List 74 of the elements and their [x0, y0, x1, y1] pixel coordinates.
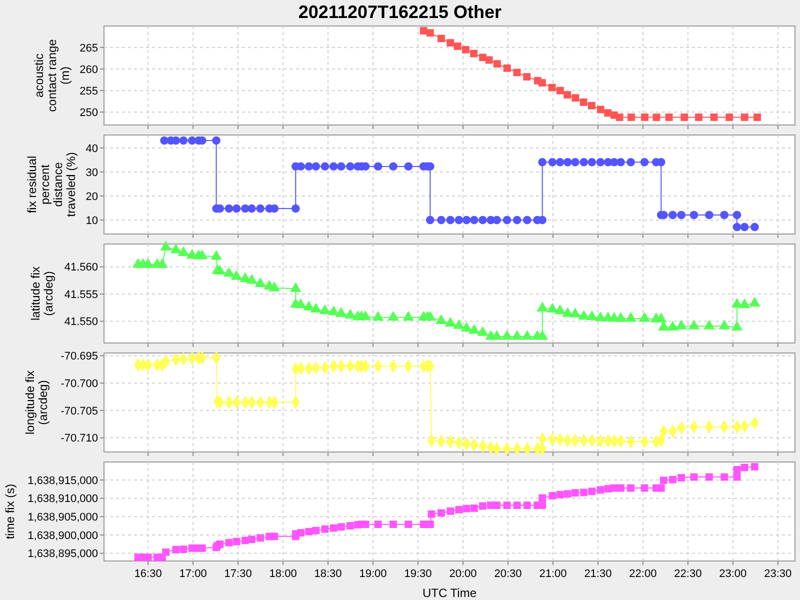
point — [710, 114, 718, 121]
point — [420, 27, 428, 34]
x-tick-label: 16:30 — [134, 568, 162, 580]
point — [503, 64, 511, 72]
point — [438, 34, 445, 42]
point — [740, 114, 748, 121]
x-tick-label: 20:00 — [449, 568, 477, 580]
y-tick-label: -70.710 — [60, 432, 98, 445]
point — [485, 56, 493, 64]
x-tick-label: 23:30 — [764, 568, 792, 580]
y-axis-title: longitude fix (arcdeg) — [22, 370, 50, 435]
point — [446, 39, 454, 46]
point — [454, 42, 462, 50]
x-tick-label: 21:30 — [584, 568, 612, 580]
point — [641, 114, 648, 121]
y-tick-label: 10 — [86, 214, 98, 227]
y-tick-label: 1,638,895,000 — [28, 548, 98, 560]
point — [470, 50, 478, 58]
x-tick-label: 19:30 — [404, 568, 432, 580]
point — [652, 114, 660, 121]
point — [616, 114, 624, 121]
y-tick-label: -70.705 — [60, 405, 98, 418]
y-tick-label: 40 — [86, 142, 98, 155]
point — [564, 91, 572, 99]
chart-title: 20211207T162215 Other — [298, 2, 502, 22]
x-tick-label: 22:30 — [674, 568, 702, 580]
y-tick-label: 1,638,910,000 — [28, 493, 98, 506]
y-tick-label: 250 — [80, 106, 98, 119]
point — [680, 114, 688, 121]
y-tick-label: 41.560 — [64, 262, 98, 274]
y-tick-label: -70.695 — [60, 350, 98, 363]
point — [754, 114, 761, 121]
point — [665, 114, 673, 121]
y-axis-title: time fix (s) — [3, 484, 17, 540]
y-tick-label: 20 — [86, 190, 98, 203]
x-tick-label: 22:00 — [629, 568, 657, 580]
y-axis-title: fix residual percent distance traveled (%) — [24, 152, 78, 217]
point — [572, 94, 580, 102]
y-tick-label: 260 — [80, 64, 98, 76]
x-tick-label: 18:00 — [269, 568, 297, 580]
point — [426, 29, 434, 37]
y-tick-label: 1,638,900,000 — [28, 530, 98, 542]
point — [580, 98, 588, 106]
point — [493, 60, 501, 68]
y-axis-title: latitude fix (arcdeg) — [28, 266, 56, 321]
point — [726, 114, 734, 121]
x-tick-label: 21:00 — [539, 568, 567, 580]
y-axis-title: acoustic contact range (m) — [32, 38, 72, 112]
x-tick-label: 23:00 — [719, 568, 747, 580]
x-tick-label: 19:00 — [359, 568, 387, 580]
y-tick-label: 265 — [80, 42, 98, 54]
y-tick-label: -70.700 — [60, 378, 98, 390]
y-tick-label: 41.555 — [64, 288, 98, 301]
y-tick-label: 1,638,915,000 — [28, 474, 98, 487]
point — [695, 114, 702, 121]
point — [548, 84, 556, 92]
point — [523, 73, 531, 80]
x-tick-label: 18:30 — [314, 568, 342, 580]
y-tick-label: 1,638,905,000 — [28, 511, 98, 524]
x-axis-title: UTC Time — [422, 586, 477, 600]
x-tick-label: 20:30 — [494, 568, 522, 580]
y-tick-label: 255 — [80, 85, 98, 98]
point — [596, 106, 604, 114]
y-tick-label: 41.550 — [64, 316, 98, 328]
point — [588, 102, 596, 110]
y-tick-label: 30 — [86, 166, 98, 179]
point — [538, 79, 546, 87]
point — [628, 114, 635, 121]
x-tick-label: 17:00 — [179, 568, 207, 580]
point — [556, 86, 564, 94]
point — [462, 46, 470, 54]
x-tick-label: 17:30 — [224, 568, 252, 580]
point — [479, 54, 486, 62]
point — [604, 109, 612, 117]
